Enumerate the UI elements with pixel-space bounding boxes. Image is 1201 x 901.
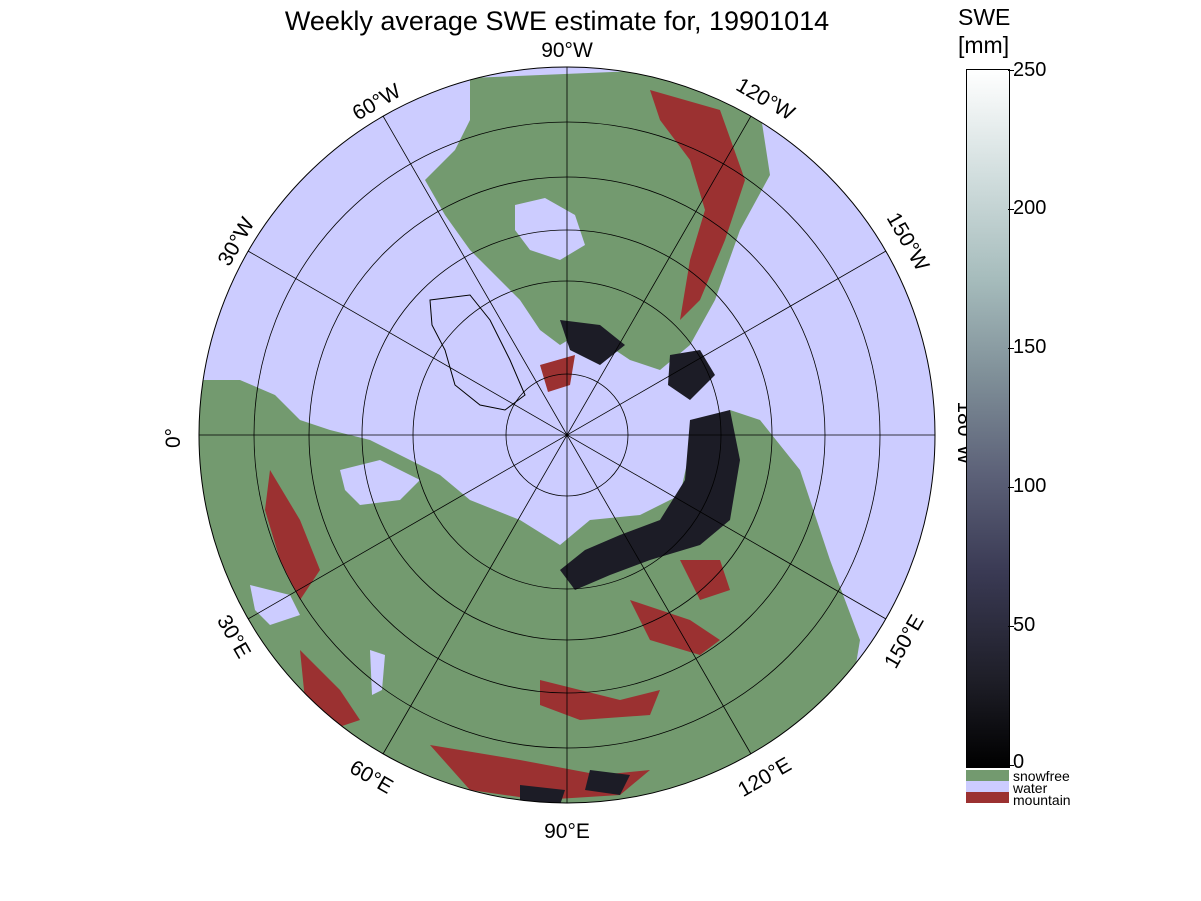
water-black-sea [250,585,300,625]
colorbar-tick-label: 100 [1013,475,1047,497]
legend-swatch-mountain [966,792,1009,803]
colorbar-tick-label: 0 [1013,751,1025,773]
colorbar-tick [1008,70,1014,71]
lon-label-120e: 120°E [734,753,795,802]
graticule [199,67,935,803]
map-frame [198,66,936,804]
colorbar-tick-label: 200 [1013,197,1047,219]
colorbar-tick [1008,626,1014,627]
lon-label-60e: 60°E [346,756,397,799]
water-baltic [340,460,420,505]
legend-label-water: water [1013,780,1048,796]
legend-swatch-snowfree [966,770,1009,781]
legend-label-mountain: mountain [1013,792,1071,808]
colorbar-tick-label: 250 [1013,59,1047,81]
colorbar-tick-label: 150 [1013,336,1047,358]
water-hudson-bay [515,198,585,260]
colorbar-tick [1008,765,1014,766]
map-title: Weekly average SWE estimate for, 1990101… [284,6,830,36]
lon-label-150e: 150°E [880,611,929,672]
greenland-outline [429,294,526,411]
colorbar-tick [1008,487,1014,488]
lon-label-0: 0° [162,428,185,448]
colorbar-title: SWE [958,4,1011,30]
colorbar-unit: [mm] [958,32,1010,58]
mountain-regions [265,90,745,800]
legend-label-snowfree: snowfree [1013,768,1070,784]
water-caspian [370,650,385,695]
colorbar-tick [1008,209,1014,210]
colorbar-tick-label: 50 [1013,614,1036,636]
legend-swatch-water [966,781,1009,792]
lon-label-90w: 90°W [541,39,593,62]
swe-colorbar [966,69,1010,768]
colorbar-tick [1008,348,1014,349]
lon-label-90e: 90°E [544,820,590,843]
